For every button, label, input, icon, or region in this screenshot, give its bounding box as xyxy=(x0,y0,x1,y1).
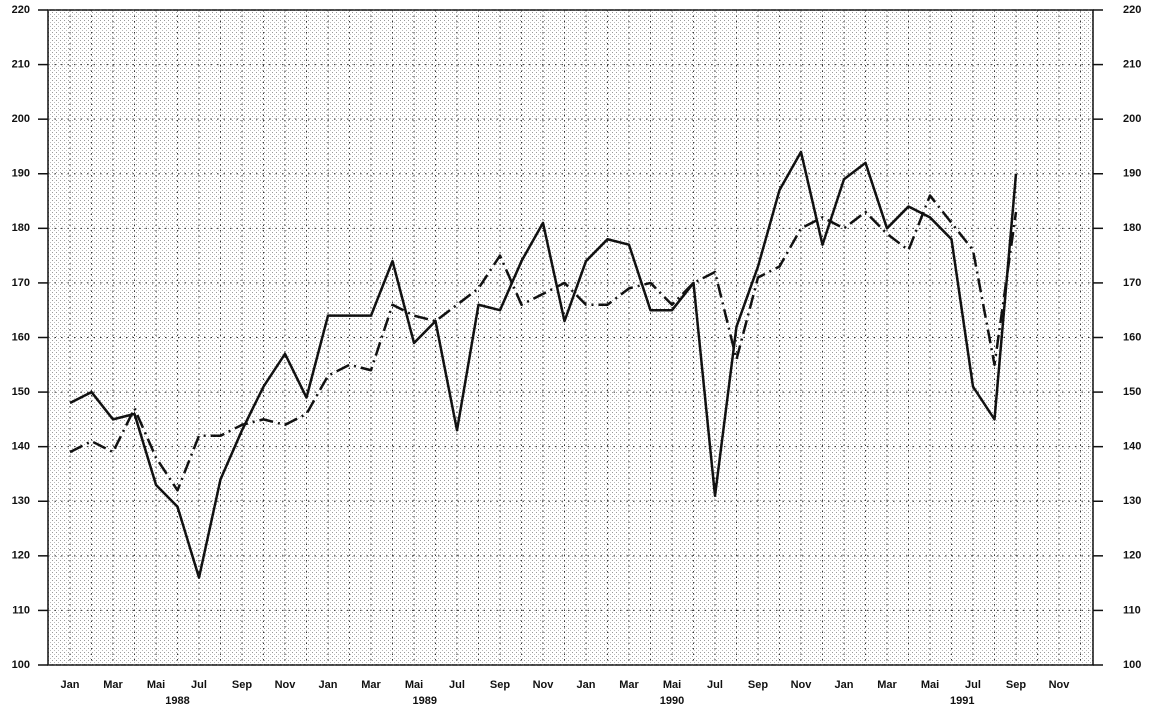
x-tick-label: Nov xyxy=(275,679,297,691)
y-tick-label: 130 xyxy=(12,495,30,507)
y2-tick-label: 220 xyxy=(1123,4,1141,16)
y2-tick-label: 100 xyxy=(1123,659,1141,671)
y-tick-label: 220 xyxy=(12,4,30,16)
y-tick-label: 120 xyxy=(12,550,30,562)
y2-tick-label: 170 xyxy=(1123,277,1141,289)
y-tick-label: 180 xyxy=(12,222,30,234)
x-tick-label: Sep xyxy=(1006,679,1026,691)
x-tick-label: Jul xyxy=(707,679,723,691)
y2-tick-label: 200 xyxy=(1123,113,1141,125)
y-tick-label: 140 xyxy=(12,441,30,453)
x-tick-label: Mar xyxy=(619,679,639,691)
x-tick-label: Sep xyxy=(232,679,252,691)
x-tick-label: Jan xyxy=(319,679,338,691)
x-tick-label: Jan xyxy=(61,679,80,691)
year-label: 1990 xyxy=(660,695,684,707)
y-tick-label: 100 xyxy=(12,659,30,671)
x-tick-label: Jul xyxy=(449,679,465,691)
x-tick-label: Mai xyxy=(147,679,165,691)
x-tick-label: Nov xyxy=(791,679,813,691)
y2-tick-label: 110 xyxy=(1123,604,1141,616)
x-tick-label: Nov xyxy=(533,679,555,691)
x-tick-label: Mar xyxy=(877,679,897,691)
y2-tick-label: 180 xyxy=(1123,222,1141,234)
x-tick-label: Mar xyxy=(103,679,123,691)
y-tick-label: 190 xyxy=(12,168,30,180)
plot-area xyxy=(47,9,1094,666)
y2-tick-label: 160 xyxy=(1123,331,1141,343)
x-tick-label: Mai xyxy=(405,679,423,691)
x-tick-label: Jul xyxy=(965,679,981,691)
series-line xyxy=(69,150,1018,579)
y2-tick-label: 130 xyxy=(1123,495,1141,507)
year-label: 1989 xyxy=(413,695,437,707)
y-tick-label: 210 xyxy=(12,58,30,70)
y2-tick-label: 140 xyxy=(1123,441,1141,453)
x-tick-label: Jan xyxy=(835,679,854,691)
y2-tick-label: 210 xyxy=(1123,58,1141,70)
year-label: 1991 xyxy=(950,695,974,707)
y2-tick-label: 190 xyxy=(1123,168,1141,180)
x-tick-label: Mai xyxy=(921,679,939,691)
x-tick-label: Mai xyxy=(663,679,681,691)
y-tick-label: 200 xyxy=(12,113,30,125)
x-tick-label: Mar xyxy=(361,679,381,691)
y2-tick-label: 120 xyxy=(1123,550,1141,562)
y2-tick-label: 150 xyxy=(1123,386,1141,398)
y-tick-label: 160 xyxy=(12,331,30,343)
series-line xyxy=(69,194,1018,492)
x-tick-label: Sep xyxy=(490,679,510,691)
year-label: 1988 xyxy=(165,695,189,707)
x-tick-label: Sep xyxy=(748,679,768,691)
y-tick-label: 170 xyxy=(12,277,30,289)
x-tick-label: Nov xyxy=(1049,679,1071,691)
x-tick-label: Jan xyxy=(577,679,596,691)
y-tick-label: 150 xyxy=(12,386,30,398)
y-tick-label: 110 xyxy=(12,604,30,616)
x-tick-label: Jul xyxy=(191,679,207,691)
